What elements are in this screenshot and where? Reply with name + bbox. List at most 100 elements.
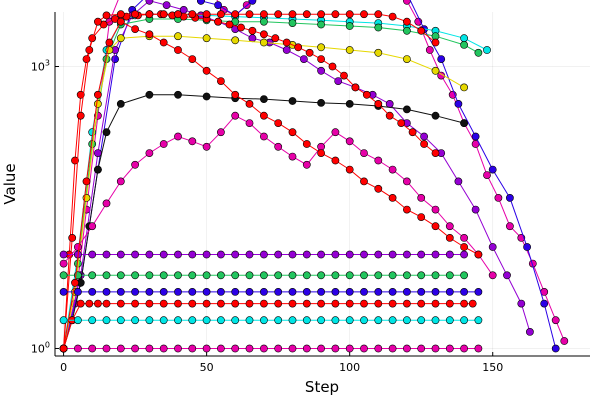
series-point (417, 26, 426, 35)
series-point (388, 193, 397, 202)
series-point (145, 344, 154, 353)
series-point (145, 316, 154, 325)
series-point (248, 0, 257, 5)
series-point (145, 287, 154, 296)
series-point (245, 271, 254, 280)
series-point (517, 299, 526, 308)
series-2 (59, 0, 534, 353)
series-point (302, 10, 311, 19)
series-point (188, 299, 197, 308)
series-point (374, 316, 383, 325)
series-point (445, 344, 454, 353)
series-point (488, 271, 497, 280)
series-point (460, 316, 468, 325)
series-point (248, 26, 257, 35)
series-point (483, 171, 491, 179)
series-point (159, 316, 168, 325)
series-point (259, 316, 268, 325)
x-tick-label: 100 (339, 361, 360, 374)
series-point (288, 19, 297, 27)
series-point (345, 137, 354, 146)
series-point (402, 26, 411, 35)
series-point (68, 233, 77, 242)
series-point (345, 100, 354, 108)
x-axis-title: Step (305, 378, 339, 396)
series-point (417, 271, 426, 280)
series-point (237, 23, 245, 32)
series-point (102, 299, 111, 308)
series-point (471, 205, 480, 214)
series-point (202, 142, 211, 151)
series-point (274, 119, 283, 127)
series-point (102, 128, 111, 137)
series-layer (59, 0, 569, 353)
series-point (445, 316, 454, 325)
series-point (460, 119, 468, 127)
series-point (105, 38, 114, 47)
series-point (159, 271, 168, 280)
series-point (131, 299, 139, 308)
series-point (460, 83, 468, 92)
series-point (59, 250, 68, 259)
series-point (231, 299, 240, 308)
series-point (145, 90, 154, 99)
series-line (63, 18, 479, 349)
series-point (259, 250, 268, 259)
series-point (231, 250, 240, 259)
series-point (317, 299, 325, 308)
x-tick-label: 150 (482, 361, 503, 374)
series-point (231, 36, 240, 45)
series-point (345, 287, 354, 296)
series-point (76, 111, 85, 120)
series-5 (59, 32, 468, 353)
series-point (231, 344, 240, 353)
series-point (116, 316, 125, 325)
series-point (245, 119, 254, 127)
series-point (317, 66, 325, 75)
series-point (88, 287, 97, 296)
series-point (503, 271, 511, 280)
series-point (202, 299, 211, 308)
series-6 (59, 90, 468, 353)
series-point (317, 20, 325, 29)
series-point (245, 250, 254, 259)
series-point (345, 316, 354, 325)
series-point (216, 316, 225, 325)
series-point (131, 250, 139, 259)
series-point (417, 250, 426, 259)
series-point (216, 77, 225, 85)
series-point (116, 250, 125, 259)
series-point (102, 316, 111, 325)
series-point (131, 160, 139, 169)
series-point (331, 271, 340, 280)
series-point (474, 287, 483, 296)
series-point (85, 299, 94, 308)
series-point (202, 10, 211, 19)
series-13 (59, 271, 468, 280)
series-point (202, 271, 211, 280)
series-point (488, 165, 497, 174)
series-point (82, 55, 91, 63)
series-point (305, 48, 314, 57)
series-point (159, 140, 168, 148)
series-point (420, 132, 428, 141)
series-point (374, 250, 383, 259)
series-point (259, 95, 268, 103)
series-point (362, 90, 371, 99)
series-point (360, 149, 368, 157)
series-point (302, 140, 311, 148)
series-point (445, 233, 454, 242)
series-point (288, 299, 297, 308)
series-point (345, 46, 354, 54)
series-point (274, 299, 283, 308)
series-point (174, 46, 182, 54)
series-point (388, 250, 397, 259)
series-point (174, 10, 182, 19)
series-point (145, 271, 154, 280)
series-16 (59, 17, 483, 353)
series-point (188, 344, 197, 353)
series-point (402, 344, 411, 353)
series-point (317, 43, 325, 52)
series-point (551, 316, 560, 325)
